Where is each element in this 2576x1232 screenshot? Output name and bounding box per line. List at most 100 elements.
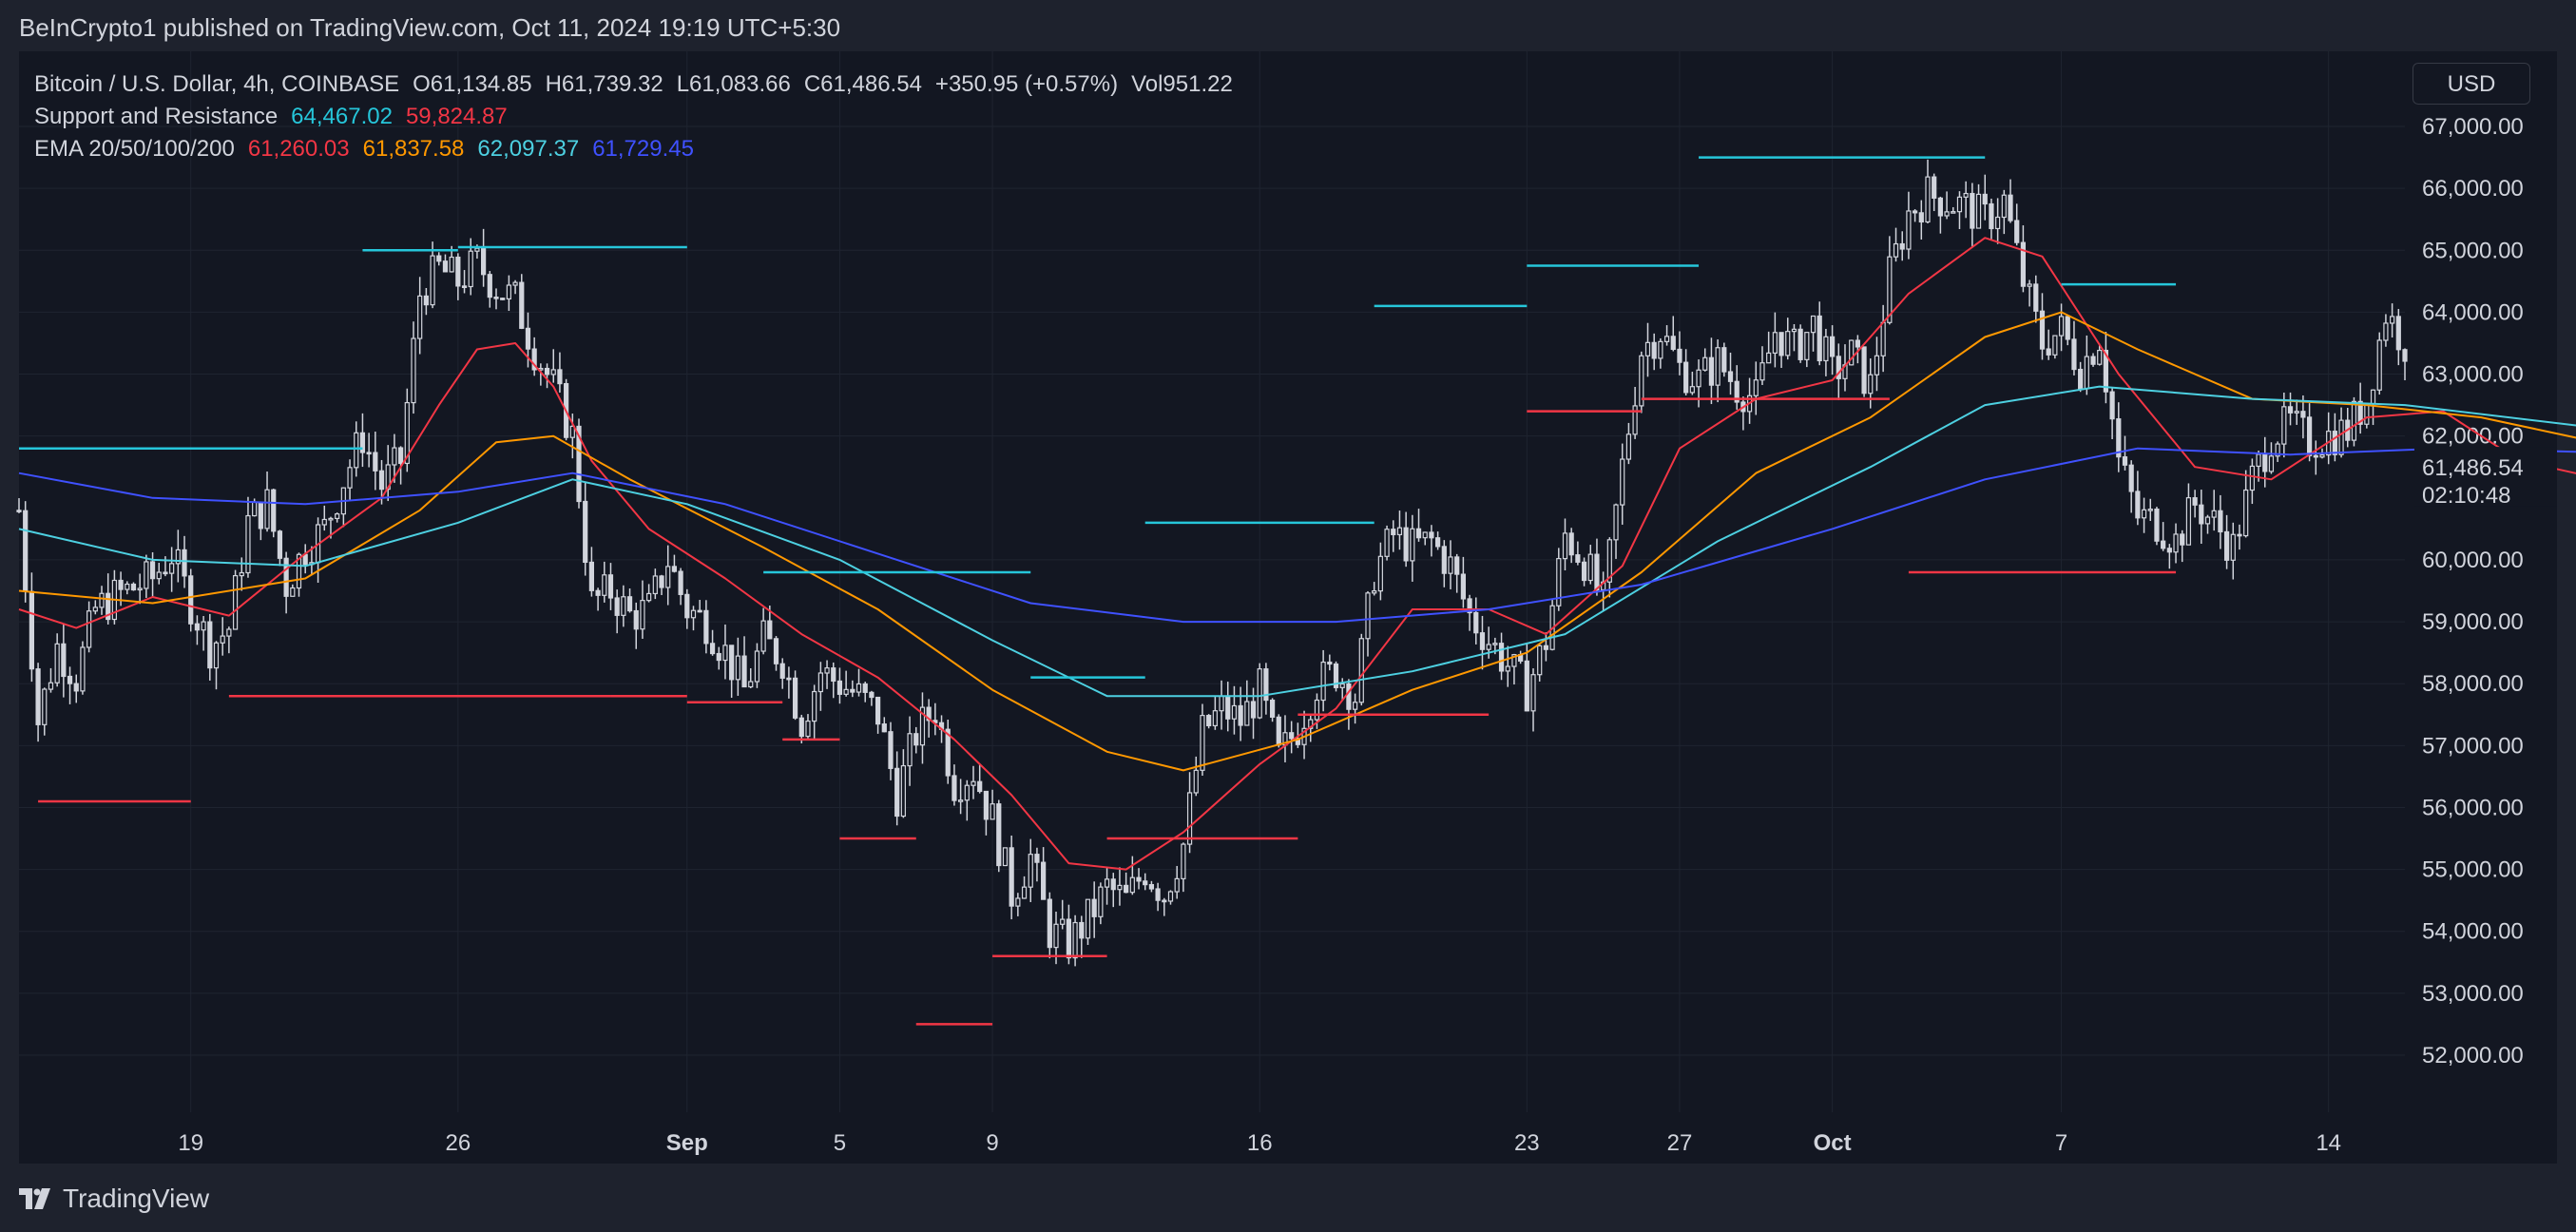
symbol-legend-row[interactable]: Bitcoin / U.S. Dollar, 4h, COINBASE O61,…	[34, 68, 1233, 101]
candle-body	[264, 489, 270, 529]
candle-body	[2390, 316, 2395, 324]
candle-body	[1250, 701, 1257, 719]
candle-body	[271, 489, 277, 532]
candle-body	[1498, 643, 1505, 672]
candle-body	[188, 575, 194, 625]
candle-body	[709, 643, 716, 655]
x-tick-label: 5	[834, 1130, 846, 1156]
candle-body	[741, 655, 747, 688]
candle-body	[1658, 340, 1663, 359]
candle-body	[207, 621, 213, 669]
candle-body	[1047, 898, 1052, 949]
ema-line-ema50	[18, 311, 2576, 772]
candle-body	[633, 609, 639, 630]
ema-line-ema200	[18, 447, 2576, 624]
candle-body	[607, 574, 614, 599]
currency-button[interactable]: USD	[2413, 63, 2530, 105]
candle-body	[1791, 328, 1797, 333]
candle-body	[1415, 528, 1422, 539]
candle-body	[1384, 529, 1390, 557]
candle-body	[436, 255, 442, 262]
candle-body	[640, 600, 645, 630]
candle-body	[907, 733, 913, 767]
candle-body	[1098, 886, 1104, 917]
candle-body	[48, 682, 54, 690]
candle-body	[226, 628, 232, 637]
candle-body	[1085, 898, 1091, 939]
support-resistance-legend-row[interactable]: Support and Resistance 64,467.02 59,824.…	[34, 101, 1233, 133]
y-tick-label: 58,000.00	[2422, 671, 2524, 697]
candle-body	[2141, 509, 2147, 519]
candle-body	[1651, 341, 1657, 359]
candle-body	[805, 720, 811, 738]
candle-body	[430, 255, 435, 306]
candle-body	[2014, 220, 2020, 243]
candle-body	[92, 606, 98, 612]
candle-body	[1989, 202, 1994, 230]
candle-body	[1403, 527, 1409, 562]
candle-body	[2243, 489, 2249, 537]
candle-body	[493, 296, 499, 299]
candle-body	[2065, 316, 2070, 340]
candle-body	[2122, 456, 2128, 466]
candle-body	[1091, 898, 1097, 917]
candle-body	[449, 256, 454, 273]
candle-body	[1015, 897, 1021, 907]
candle-body	[506, 284, 511, 300]
candle-body	[2332, 431, 2337, 455]
candle-body	[487, 274, 492, 298]
candle-body	[169, 563, 175, 574]
candle-body	[2199, 504, 2204, 525]
candle-body	[137, 587, 143, 591]
candle-body	[2180, 533, 2185, 546]
candle-body	[378, 470, 385, 491]
candle-body	[1129, 876, 1135, 894]
candle-body	[983, 790, 989, 820]
candle-body	[1276, 716, 1281, 746]
candle-body	[397, 447, 404, 465]
candle-body	[1855, 339, 1860, 348]
candle-body	[855, 683, 862, 693]
candle-body	[149, 561, 156, 580]
candle-body	[1734, 380, 1740, 403]
candle-body	[1797, 328, 1803, 360]
candle-body	[2211, 510, 2217, 518]
candle-body	[2376, 339, 2382, 391]
candle-body	[1887, 256, 1893, 323]
candle-body	[900, 764, 906, 818]
y-tick-label: 64,000.00	[2422, 299, 2524, 325]
ema-line-ema20	[18, 237, 2576, 871]
candle-body	[1721, 347, 1727, 373]
candle-body	[1670, 336, 1676, 351]
candle-body	[1715, 347, 1721, 386]
candle-body	[423, 295, 429, 306]
candle-body	[1836, 356, 1841, 379]
candle-body	[1212, 710, 1218, 726]
candle-body	[1167, 891, 1174, 902]
x-tick-label: 7	[2055, 1130, 2067, 1156]
candle-body	[1486, 644, 1491, 650]
candle-body	[684, 593, 690, 619]
candle-body	[1880, 321, 1886, 356]
candle-body	[519, 281, 525, 329]
candle-body	[729, 645, 735, 681]
ema100-value: 62,097.37	[477, 136, 580, 162]
candle-body	[481, 247, 487, 276]
candle-body	[2218, 510, 2223, 533]
candle-body	[1906, 210, 1912, 250]
candle-body	[1002, 847, 1009, 867]
bar-countdown-label: 02:10:48	[2422, 483, 2510, 509]
candle-body	[1429, 531, 1434, 539]
chart-panel[interactable]	[19, 51, 2557, 1164]
ema-legend-row[interactable]: EMA 20/50/100/200 61,260.03 61,837.58 62…	[34, 133, 1233, 165]
candle-body	[1970, 192, 1975, 229]
candle-body	[665, 566, 671, 588]
candle-body	[2268, 455, 2275, 472]
tradingview-logo[interactable]: TradingView	[19, 1183, 209, 1215]
candle-body	[1849, 339, 1855, 366]
candle-body	[1327, 661, 1333, 665]
candle-body	[366, 452, 372, 455]
candle-body	[2052, 335, 2058, 356]
candle-body	[1556, 558, 1562, 606]
